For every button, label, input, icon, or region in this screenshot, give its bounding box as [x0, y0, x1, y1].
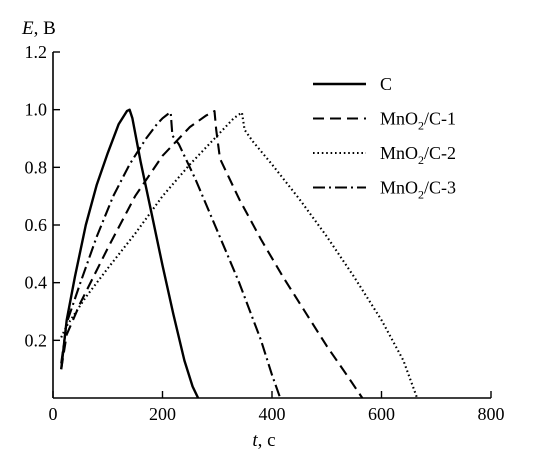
y-axis-label: E, В [21, 18, 56, 39]
x-tick-label: 400 [259, 404, 286, 424]
y-tick-label: 1.2 [25, 42, 48, 62]
y-tick-label: 0.6 [25, 215, 48, 235]
legend-label-1: C [380, 74, 392, 94]
axis-labels: E, В t, с [21, 18, 276, 451]
legend-label-4: MnO2/C-3 [380, 178, 456, 202]
legend: C MnO2/C-1 MnO2/C-2 MnO2/C-3 [313, 74, 456, 202]
axes [52, 52, 491, 399]
y-tick-label: 0.8 [25, 157, 48, 177]
y-axis-unit: , В [34, 18, 56, 39]
y-tick-label: 0.2 [25, 330, 48, 350]
x-tick-label: 800 [478, 404, 505, 424]
x-axis-unit: , с [258, 430, 276, 451]
series-line-4 [60, 111, 282, 399]
x-tick-label: 0 [49, 404, 58, 424]
x-tick-label: 200 [149, 404, 176, 424]
legend-label-3: MnO2/C-2 [380, 143, 456, 167]
y-tick-label: 0.4 [25, 273, 48, 293]
x-tick-label: 600 [368, 404, 395, 424]
series-line-1 [60, 108, 200, 399]
tick-layer: 0 200 400 600 800 0.2 0.4 0.6 0.8 1.0 1.2 [25, 42, 505, 424]
series-line-2 [60, 110, 364, 399]
x-axis-var: t [252, 430, 258, 451]
x-axis-label: t, с [252, 430, 275, 451]
y-tick-label: 1.0 [25, 100, 48, 120]
y-axis-var: E [21, 18, 34, 39]
series-layer [60, 108, 419, 399]
legend-label-2: MnO2/C-1 [380, 109, 456, 133]
series-line-3 [60, 111, 419, 399]
